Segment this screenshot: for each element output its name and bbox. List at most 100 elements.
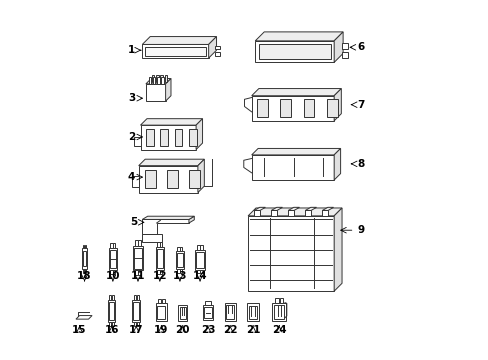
Bar [145,129,153,146]
Bar [160,75,163,82]
Bar [113,243,115,248]
Bar [112,295,114,301]
Bar [195,250,204,270]
Bar [112,322,114,326]
Bar [138,270,141,275]
Bar [156,75,158,82]
Polygon shape [140,125,196,149]
Polygon shape [196,119,202,149]
Bar [157,249,163,268]
Text: 21: 21 [245,325,260,335]
Text: 24: 24 [271,325,286,335]
Bar [162,299,164,303]
Bar [200,270,203,273]
Bar [131,176,139,187]
Bar [258,44,330,59]
Polygon shape [208,37,216,58]
Text: 4: 4 [127,172,135,182]
Text: 23: 23 [200,325,215,335]
Polygon shape [305,207,316,211]
Polygon shape [251,155,333,180]
Bar [82,244,84,248]
Polygon shape [251,96,333,121]
Bar [132,300,140,322]
Bar [188,170,199,188]
Polygon shape [247,208,341,216]
Bar [160,270,162,274]
Bar [156,303,166,321]
Bar [257,99,267,117]
Bar [197,245,199,250]
Bar [226,305,234,319]
Bar [202,305,213,320]
Bar [145,47,205,55]
Polygon shape [255,41,333,62]
Polygon shape [139,166,198,193]
Bar [279,298,283,303]
Bar [305,211,310,216]
Bar [85,269,86,273]
Bar [133,322,136,326]
Bar [133,295,136,300]
Text: 15: 15 [72,325,86,335]
Bar [287,211,293,216]
Bar [178,305,187,320]
Bar [197,270,199,273]
Bar [179,307,185,319]
Bar [254,211,260,216]
Bar [109,302,114,320]
Polygon shape [251,148,340,155]
Text: 13: 13 [172,271,187,281]
Bar [322,211,327,216]
Polygon shape [165,78,171,101]
Bar [133,302,139,320]
Polygon shape [142,220,188,234]
Text: 14: 14 [192,271,207,281]
Bar [153,77,155,84]
Polygon shape [255,32,343,41]
Text: 9: 9 [357,225,364,235]
Bar [82,269,84,273]
Polygon shape [145,84,165,101]
Bar [196,252,203,267]
Bar [177,269,179,273]
Bar [109,295,111,301]
Bar [138,240,141,246]
Bar [200,245,203,250]
Bar [203,307,211,318]
Bar [180,247,182,251]
Bar [152,75,154,82]
Bar [176,251,183,269]
Bar [160,242,162,247]
Polygon shape [254,207,265,211]
Bar [148,77,151,84]
Polygon shape [333,32,343,62]
Bar [136,322,139,326]
Bar [109,248,117,270]
Polygon shape [247,216,333,291]
Bar [342,43,347,49]
Bar [215,52,220,55]
Text: 7: 7 [357,100,364,110]
Bar [135,240,137,246]
Text: 1: 1 [128,45,135,55]
Text: 18: 18 [77,271,92,281]
Polygon shape [333,89,341,121]
Bar [271,211,276,216]
Polygon shape [271,207,282,211]
Polygon shape [76,316,92,319]
Bar [160,129,168,146]
Text: 16: 16 [104,325,119,335]
Polygon shape [188,216,194,223]
Polygon shape [287,207,299,211]
Bar [134,248,142,269]
Text: 10: 10 [105,271,120,281]
Bar [134,137,140,146]
Bar [156,247,163,270]
Bar [82,248,86,269]
Bar [142,234,162,242]
Bar [164,75,167,82]
Polygon shape [333,208,341,291]
Bar [342,52,347,58]
Bar [113,270,115,274]
